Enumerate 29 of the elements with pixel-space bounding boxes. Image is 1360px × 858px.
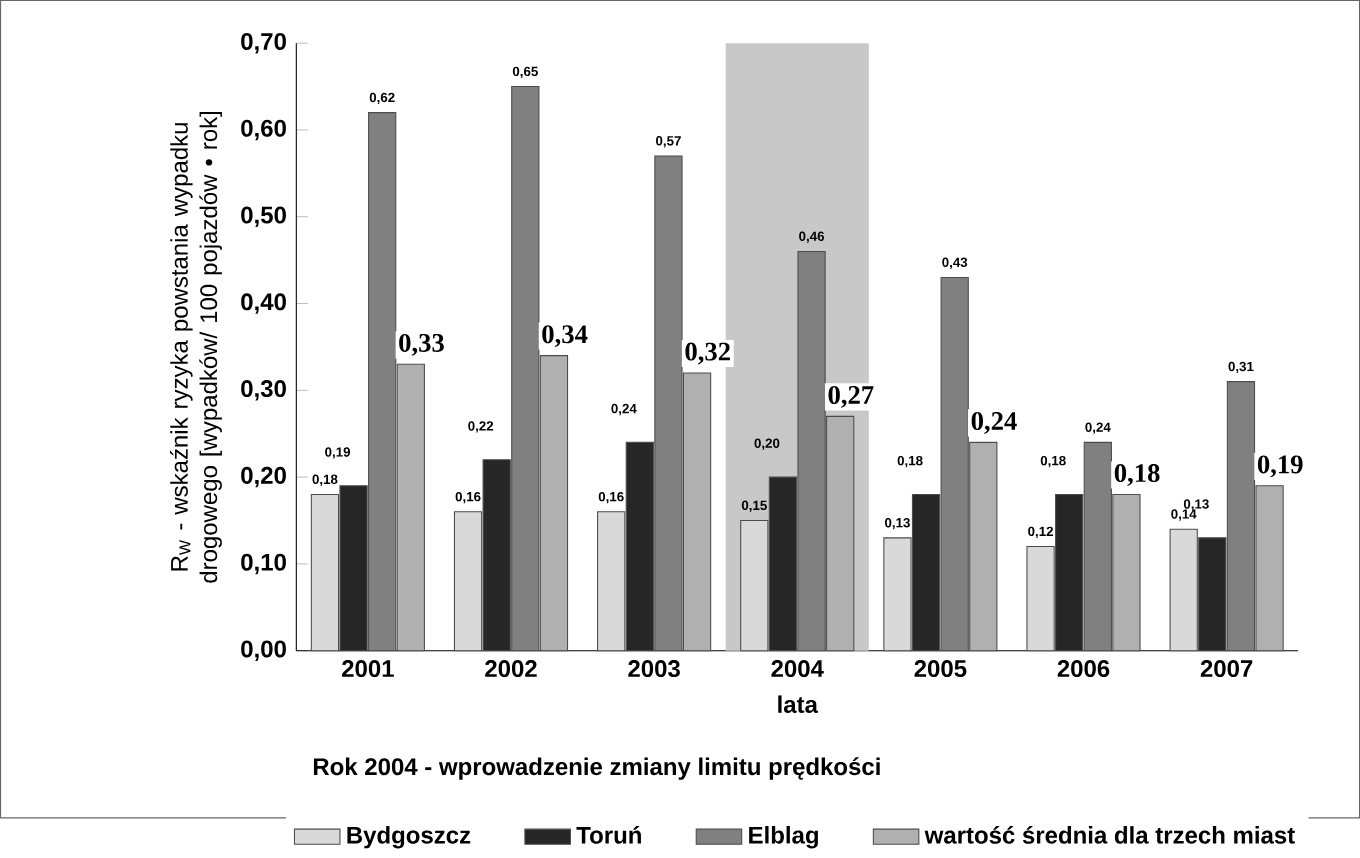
x-tick-label: 2006 [1057, 660, 1110, 678]
y-tick-label: 0,40 [241, 293, 286, 314]
data-label: 0,34 [542, 325, 588, 348]
x-tick-label: 2007 [1200, 660, 1253, 678]
y-tick-label: 0,30 [241, 380, 286, 401]
data-label: 0,27 [828, 385, 874, 408]
data-label: 0,33 [399, 333, 444, 356]
y-tick-label: 0,50 [241, 206, 286, 227]
legend-label: wartość średnia dla trzech miast [924, 825, 1295, 844]
y-tick-label: 0,60 [241, 119, 286, 141]
y-tick-label: 0,70 [241, 32, 286, 54]
legend-label: Elblag [749, 825, 818, 849]
x-tick-label: 2001 [342, 660, 394, 678]
y-tick-label: 0,10 [241, 553, 286, 575]
legend-label: Toruń [576, 825, 641, 844]
data-label: 0,24 [971, 411, 1017, 434]
x-tick-label: 2004 [771, 660, 824, 678]
x-tick-label: 2002 [485, 660, 537, 678]
y-tick-label: 0,00 [241, 640, 286, 661]
data-label: 0,19 [1257, 455, 1303, 478]
data-label: 0,32 [685, 342, 730, 365]
y-tick-label: 0,20 [241, 466, 286, 488]
text: Rok 2004 - wprowadzenie zmiany limitu prędkości [313, 757, 880, 780]
y-axis-title: R$_{W}$ - wskaźnik ryzyka powstania wypadku drogowego [wypadków/ 100 pojazdów • rok] [169, 111, 222, 583]
data-label: 0,18 [1114, 464, 1160, 486]
legend-label: Bydgoszcz [347, 825, 471, 849]
x-axis-title: lata [778, 695, 819, 713]
x-tick-label: 2003 [628, 660, 680, 678]
x-tick-label: 2005 [914, 660, 967, 678]
